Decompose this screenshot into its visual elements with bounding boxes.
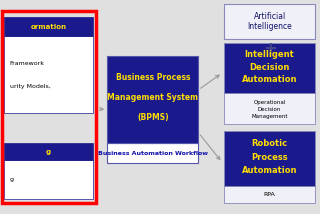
Text: Operational: Operational xyxy=(253,100,286,105)
Bar xyxy=(4,17,93,36)
Text: Decision: Decision xyxy=(249,62,290,71)
Bar xyxy=(4,160,93,199)
Text: Business Automation Workflow: Business Automation Workflow xyxy=(98,150,208,156)
Bar xyxy=(4,143,93,160)
Text: ormation: ormation xyxy=(30,24,66,30)
Text: Automation: Automation xyxy=(242,75,297,84)
Text: Intelligence: Intelligence xyxy=(247,22,292,31)
Bar xyxy=(224,186,315,203)
Bar xyxy=(224,93,315,124)
Text: Framework: Framework xyxy=(10,61,44,66)
Text: (BPMS): (BPMS) xyxy=(137,113,169,122)
Bar xyxy=(4,36,93,113)
Text: Management System: Management System xyxy=(107,93,198,102)
Text: +: + xyxy=(263,40,277,58)
Text: Process: Process xyxy=(251,153,288,162)
Text: g: g xyxy=(10,177,13,182)
Bar xyxy=(107,56,198,143)
Bar xyxy=(224,4,315,39)
Text: Decision: Decision xyxy=(258,107,281,112)
Text: g: g xyxy=(46,149,51,155)
Text: Artificial: Artificial xyxy=(253,12,286,21)
Text: Business Process: Business Process xyxy=(116,73,190,82)
Bar xyxy=(224,43,315,93)
Bar xyxy=(2,11,96,203)
Text: Automation: Automation xyxy=(242,166,297,175)
Text: RPA: RPA xyxy=(264,192,276,197)
Text: Management: Management xyxy=(251,114,288,119)
Bar xyxy=(107,143,198,163)
Bar xyxy=(224,131,315,186)
Text: Robotic: Robotic xyxy=(252,139,288,148)
Text: Intelligent: Intelligent xyxy=(245,51,294,59)
Text: urity Models,: urity Models, xyxy=(10,84,50,89)
